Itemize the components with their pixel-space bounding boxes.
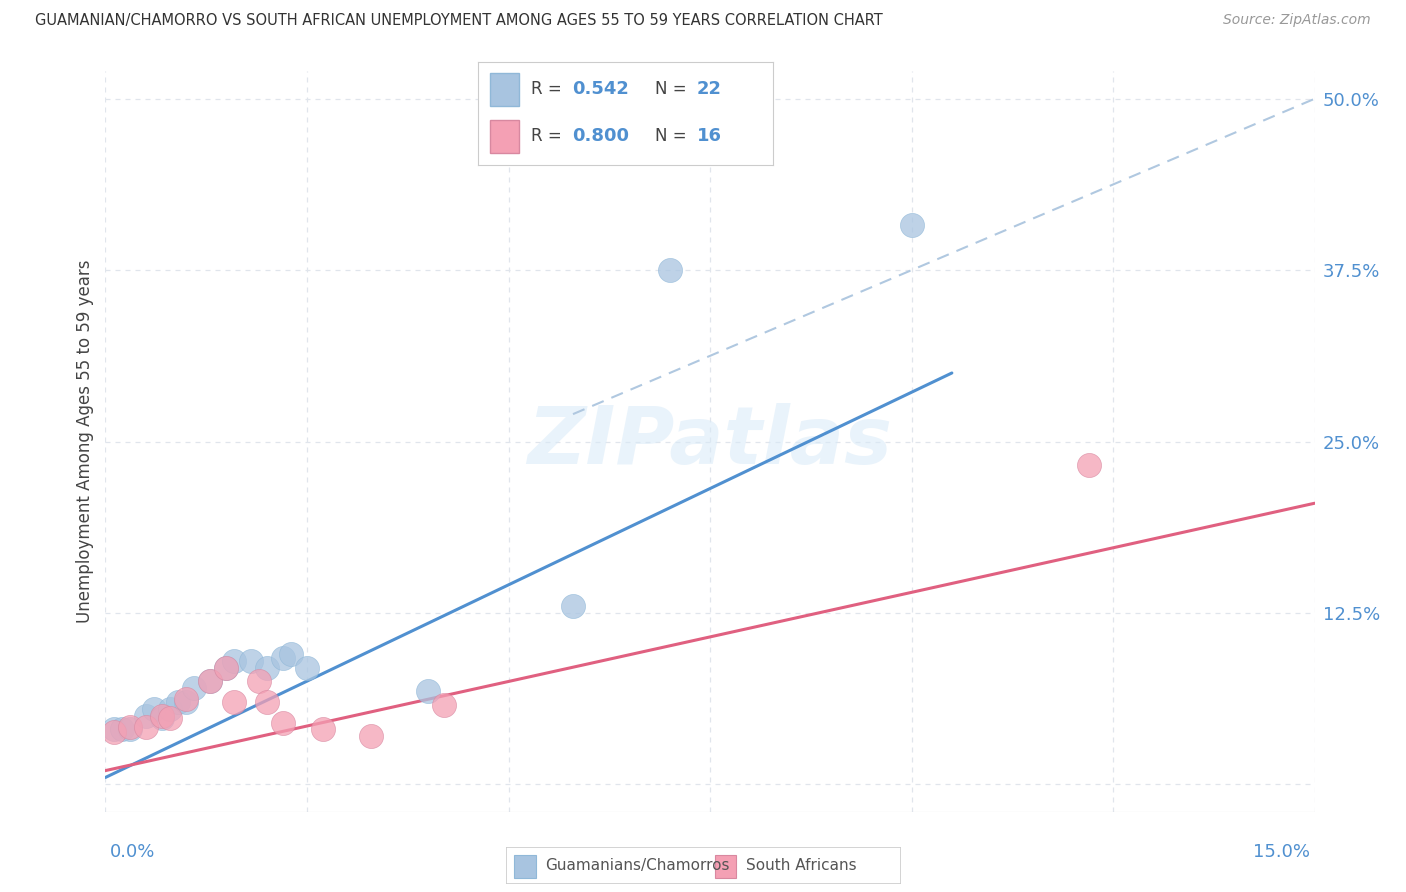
Point bbox=[416, 684, 439, 698]
Point bbox=[142, 702, 165, 716]
Text: N =: N = bbox=[655, 127, 686, 145]
Text: South Africans: South Africans bbox=[747, 858, 856, 872]
Y-axis label: Unemployment Among Ages 55 to 59 years: Unemployment Among Ages 55 to 59 years bbox=[76, 260, 94, 624]
Point bbox=[1077, 458, 1099, 472]
Point bbox=[200, 674, 222, 689]
Point bbox=[312, 723, 335, 737]
Point bbox=[360, 729, 382, 743]
Point bbox=[118, 723, 141, 737]
Point bbox=[224, 654, 246, 668]
Point bbox=[135, 720, 157, 734]
Point bbox=[174, 695, 197, 709]
Text: 0.542: 0.542 bbox=[572, 79, 630, 97]
Point bbox=[256, 661, 278, 675]
Text: R =: R = bbox=[531, 79, 562, 97]
FancyBboxPatch shape bbox=[515, 855, 536, 878]
FancyBboxPatch shape bbox=[714, 855, 737, 878]
Point bbox=[110, 723, 132, 737]
Text: GUAMANIAN/CHAMORRO VS SOUTH AFRICAN UNEMPLOYMENT AMONG AGES 55 TO 59 YEARS CORRE: GUAMANIAN/CHAMORRO VS SOUTH AFRICAN UNEM… bbox=[35, 13, 883, 29]
Point bbox=[271, 651, 294, 665]
Point bbox=[150, 708, 173, 723]
Point bbox=[159, 711, 181, 725]
Point bbox=[200, 674, 222, 689]
Point bbox=[271, 715, 294, 730]
Point bbox=[103, 723, 125, 737]
Point bbox=[159, 702, 181, 716]
Point bbox=[224, 695, 246, 709]
Point bbox=[103, 725, 125, 739]
Text: 15.0%: 15.0% bbox=[1253, 843, 1310, 861]
Point bbox=[215, 661, 238, 675]
Text: 0.800: 0.800 bbox=[572, 127, 630, 145]
Text: N =: N = bbox=[655, 79, 686, 97]
Point bbox=[215, 661, 238, 675]
Point bbox=[280, 647, 302, 661]
Point bbox=[247, 674, 270, 689]
Point bbox=[239, 654, 262, 668]
Point bbox=[135, 708, 157, 723]
Point bbox=[433, 698, 456, 712]
FancyBboxPatch shape bbox=[489, 73, 519, 105]
Point bbox=[150, 711, 173, 725]
Point bbox=[167, 695, 190, 709]
Point bbox=[183, 681, 205, 696]
FancyBboxPatch shape bbox=[489, 120, 519, 153]
Point bbox=[658, 263, 681, 277]
Text: Guamanians/Chamorros: Guamanians/Chamorros bbox=[546, 858, 730, 872]
Point bbox=[174, 692, 197, 706]
Text: 22: 22 bbox=[696, 79, 721, 97]
Point bbox=[118, 720, 141, 734]
Text: 16: 16 bbox=[696, 127, 721, 145]
Text: ZIPatlas: ZIPatlas bbox=[527, 402, 893, 481]
Point bbox=[900, 218, 922, 232]
Text: Source: ZipAtlas.com: Source: ZipAtlas.com bbox=[1223, 13, 1371, 28]
Point bbox=[562, 599, 585, 613]
Text: 0.0%: 0.0% bbox=[110, 843, 155, 861]
Text: R =: R = bbox=[531, 127, 562, 145]
Point bbox=[295, 661, 318, 675]
Point bbox=[256, 695, 278, 709]
